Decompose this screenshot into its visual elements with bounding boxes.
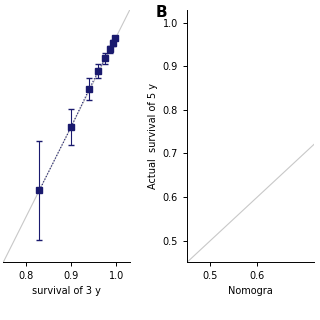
Text: B: B (155, 4, 167, 20)
X-axis label: survival of 3 y: survival of 3 y (32, 285, 101, 296)
Y-axis label: Actual  survival of 5 y: Actual survival of 5 y (148, 83, 158, 189)
X-axis label: Nomogra: Nomogra (228, 285, 273, 296)
